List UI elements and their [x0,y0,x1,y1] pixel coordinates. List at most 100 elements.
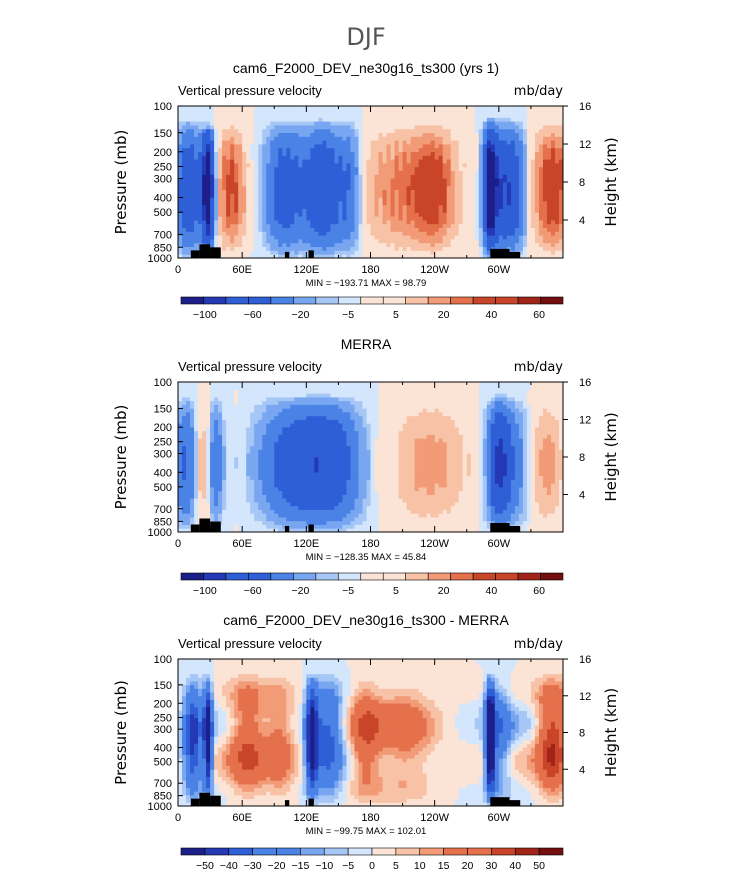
heatmap-cell [178,201,183,206]
heatmap-cell [422,136,428,141]
heatmap-cell [274,254,279,259]
heatmap-cell [462,113,468,118]
heatmap-cell [526,121,532,126]
heatmap-cell [290,505,295,510]
heatmap-cell [298,159,303,164]
heatmap-cell [358,113,363,118]
heatmap-cell [302,128,307,133]
heatmap-cell [454,155,460,160]
heatmap-cell [254,106,259,111]
heatmap-cell [258,197,263,202]
heatmap-cell [458,490,464,495]
heatmap-cell [378,208,383,213]
heatmap-cell [422,498,428,503]
heatmap-cell [434,212,440,217]
heatmap-cell [190,193,195,198]
heatmap-cell [326,242,331,247]
heatmap-cell [338,239,343,244]
heatmap-cell [374,520,379,525]
heatmap-cell [210,128,215,133]
heatmap-cell [542,242,548,247]
heatmap-cell [478,109,484,114]
heatmap-cell [378,159,383,164]
heatmap-cell [290,250,295,255]
heatmap-cell [522,178,528,183]
heatmap-cell [290,178,295,183]
heatmap-cell [494,136,500,141]
heatmap-cell [198,509,203,514]
heatmap-cell [554,125,560,130]
heatmap-cell [410,246,416,251]
heatmap-cell [226,212,231,217]
heatmap-cell [534,242,540,247]
heatmap-cell [522,170,528,175]
heatmap-cell [382,246,387,251]
heatmap-cell [538,505,544,510]
heatmap-cell [486,502,492,507]
heatmap-cell [254,182,259,187]
heatmap-cell [194,204,199,209]
heatmap-cell [330,147,335,152]
heatmap-cell [490,204,496,209]
heatmap-cell [210,227,215,232]
heatmap-cell [434,106,440,111]
heatmap-cell [250,201,255,206]
heatmap-cell [438,182,444,187]
heatmap-cell [250,121,255,126]
heatmap-cell [330,204,335,209]
heatmap-cell [406,151,411,156]
heatmap-cell [198,159,203,164]
heatmap-cell [354,197,359,202]
heatmap-cell [494,121,500,126]
heatmap-cell [326,235,331,240]
heatmap-cell [178,227,183,232]
heatmap-cell [426,227,432,232]
heatmap-cell [222,155,227,160]
heatmap-cell [554,174,560,179]
heatmap-cell [542,246,548,251]
heatmap-cell [190,189,195,194]
heatmap-cell [486,216,492,221]
heatmap-cell [214,185,219,190]
heatmap-cell [410,231,416,236]
heatmap-cell [190,113,195,118]
heatmap-cell [286,147,291,152]
heatmap-cell [266,178,271,183]
heatmap-cell [210,204,215,209]
heatmap-cell [486,223,492,228]
heatmap-cell [370,113,375,118]
heatmap-cell [394,235,399,240]
heatmap-cell [518,128,524,133]
heatmap-cell [418,239,424,244]
heatmap-cell [186,524,191,529]
heatmap-cell [542,136,548,141]
heatmap-cell [430,528,436,533]
heatmap-cell [458,136,464,141]
heatmap-cell [262,517,267,522]
heatmap-cell [438,163,444,168]
heatmap-cell [546,178,552,183]
heatmap-cell [222,182,227,187]
heatmap-cell [554,170,560,175]
heatmap-cell [410,208,416,213]
heatmap-cell [254,498,259,503]
heatmap-cell [214,505,219,510]
heatmap-cell [302,231,307,236]
heatmap-cell [426,505,432,510]
heatmap-cell [238,136,243,141]
heatmap-cell [342,509,347,514]
heatmap-cell [446,242,452,247]
heatmap-cell [178,193,183,198]
heatmap-cell [558,189,564,194]
heatmap-cell [538,163,544,168]
heatmap-cell [434,189,440,194]
heatmap-cell [334,502,339,507]
heatmap-cell [342,220,347,225]
heatmap-cell [286,505,291,510]
heatmap-cell [422,254,428,259]
heatmap-cell [194,520,199,525]
heatmap-cell [526,174,532,179]
heatmap-cell [426,212,432,217]
heatmap-cell [342,513,347,518]
heatmap-cell [522,163,528,168]
